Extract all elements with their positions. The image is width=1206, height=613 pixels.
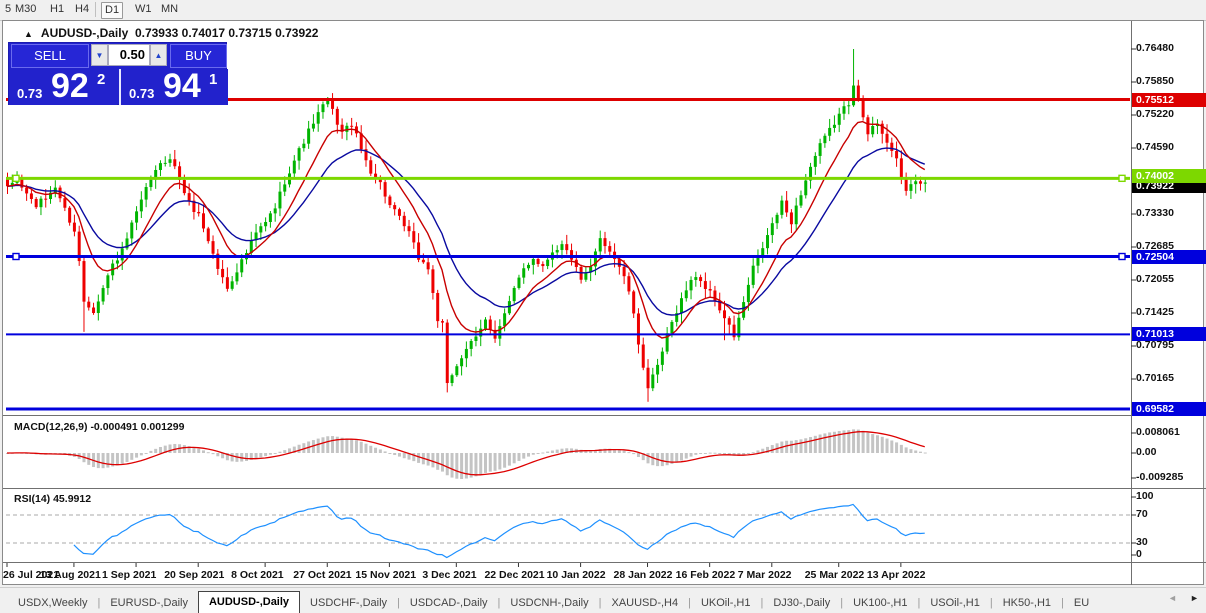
chart-tab-usdcnh-daily[interactable]: USDCNH-,Daily bbox=[510, 597, 589, 609]
sell-price-display[interactable]: 0.73 92 2 bbox=[9, 67, 117, 105]
sell-price-big: 92 bbox=[51, 67, 89, 105]
date-axis-label: 13 Apr 2022 bbox=[866, 569, 926, 581]
sell-button[interactable]: SELL bbox=[11, 44, 89, 68]
timeframe-button-h1[interactable]: H1 bbox=[50, 3, 65, 15]
date-axis-label: 10 Jan 2022 bbox=[546, 569, 606, 581]
tab-separator: | bbox=[688, 597, 691, 609]
volume-input[interactable]: 0.50 bbox=[108, 44, 150, 66]
chart-tab-hk50-h1[interactable]: HK50-,H1 bbox=[1002, 597, 1052, 609]
chart-tab-bar: USDX,Weekly | EURUSD-,Daily AUDUSD-,Daily US… bbox=[0, 587, 1206, 613]
chart-tab-usdcad-daily[interactable]: USDCAD-,Daily bbox=[409, 597, 488, 609]
chart-title: ▲ AUDUSD-,Daily 0.73933 0.74017 0.73715 0… bbox=[24, 26, 318, 40]
price-axis-tick: 0.72685 bbox=[1136, 240, 1174, 252]
tab-separator: | bbox=[989, 597, 993, 609]
price-axis-tick: 0.70795 bbox=[1136, 339, 1174, 351]
tab-separator: | bbox=[1061, 597, 1064, 609]
collapse-triangle-icon[interactable]: ▲ bbox=[24, 29, 33, 39]
macd-axis-tick: 0.00 bbox=[1136, 446, 1157, 458]
chart-tab-usdchf-daily[interactable]: USDCHF-,Daily bbox=[310, 597, 388, 609]
chart-tab-eurusd-daily[interactable]: EURUSD-,Daily bbox=[110, 597, 188, 609]
tab-scroll-right-icon[interactable]: ► bbox=[1190, 593, 1199, 603]
date-axis-label: 20 Sep 2021 bbox=[164, 569, 225, 581]
rsi-axis-tick: 100 bbox=[1136, 490, 1154, 502]
one-click-trade-panel: SELL ▼ 0.50 ▲ BUY 0.73 92 2 0.73 94 1 bbox=[8, 42, 228, 105]
volume-increase-button[interactable]: ▲ bbox=[150, 44, 167, 66]
rsi-axis-tick: 0 bbox=[1136, 548, 1142, 560]
chart-title-symbol: AUDUSD-,Daily bbox=[40, 26, 129, 40]
timeframe-button-mn[interactable]: MN bbox=[161, 3, 179, 15]
tab-separator: | bbox=[497, 597, 501, 609]
macd-axis-tick: -0.009285 bbox=[1136, 471, 1184, 483]
toolbar-separator bbox=[95, 2, 96, 17]
macd-label: MACD(12,26,9) -0.000491 0.001299 bbox=[14, 421, 185, 433]
chart-tab-eu[interactable]: EU bbox=[1073, 597, 1090, 609]
macd-axis-tick: 0.008061 bbox=[1136, 426, 1180, 438]
timeframe-button-h4[interactable]: H4 bbox=[75, 3, 90, 15]
trade-panel-top-row: SELL ▼ 0.50 ▲ BUY bbox=[9, 43, 227, 68]
chart-tab-ukoil-h1[interactable]: UKOil-,H1 bbox=[700, 597, 751, 609]
chart-tab-audusd-daily[interactable]: AUDUSD-,Daily bbox=[197, 591, 301, 613]
tab-separator: | bbox=[840, 597, 844, 609]
date-axis-label: 25 Mar 2022 bbox=[804, 569, 865, 581]
price-axis-tick: 0.76480 bbox=[1136, 42, 1174, 54]
chart-title-ohlc: 0.73933 0.74017 0.73715 0.73922 bbox=[134, 26, 319, 40]
price-level-badge: 0.72504 bbox=[1132, 250, 1206, 264]
price-axis-tick: 0.75850 bbox=[1136, 75, 1174, 87]
price-axis-tick: 0.74590 bbox=[1136, 141, 1174, 153]
price-axis-tick: 0.73330 bbox=[1136, 207, 1174, 219]
buy-button[interactable]: BUY bbox=[170, 44, 227, 68]
rsi-axis-tick: 70 bbox=[1136, 508, 1148, 520]
timeframe-button-w1[interactable]: W1 bbox=[135, 3, 152, 15]
date-axis-label: 27 Oct 2021 bbox=[293, 569, 352, 581]
price-level-badge: 0.74002 bbox=[1132, 169, 1206, 183]
date-axis-label: 3 Dec 2021 bbox=[422, 569, 477, 581]
timeframe-button-d1[interactable]: D1 bbox=[101, 2, 124, 19]
date-axis-label: 22 Dec 2021 bbox=[484, 569, 545, 581]
rsi-label: RSI(14) 45.9912 bbox=[14, 493, 92, 505]
rsi-axis-tick: 30 bbox=[1136, 536, 1148, 548]
buy-price-big: 94 bbox=[163, 67, 201, 105]
price-axis-tick: 0.72055 bbox=[1136, 273, 1174, 285]
price-axis-tick: 0.70165 bbox=[1136, 372, 1174, 384]
date-axis-label: 26 Jul 2021 bbox=[3, 569, 60, 581]
date-axis-label: 15 Nov 2021 bbox=[355, 569, 417, 581]
timeframe-toolbar: 5 M30 H1 H4 D1 W1 MN bbox=[0, 0, 1206, 21]
price-axis-tick: 0.75220 bbox=[1136, 108, 1174, 120]
price-level-badge: 0.75512 bbox=[1132, 93, 1206, 107]
date-axis-label: 7 Mar 2022 bbox=[737, 569, 792, 581]
date-axis-label: 1 Sep 2021 bbox=[102, 569, 157, 581]
chart-tab-xauusd-h4[interactable]: XAUUSD-,H4 bbox=[611, 597, 679, 609]
tab-separator: | bbox=[760, 597, 764, 609]
tab-scroll-left-icon[interactable]: ◄ bbox=[1168, 593, 1177, 603]
timeframe-button-5[interactable]: 5 bbox=[5, 3, 12, 15]
buy-price-small: 0.73 bbox=[129, 86, 155, 101]
tab-separator: | bbox=[917, 597, 921, 609]
tab-separator: | bbox=[397, 597, 400, 609]
date-axis-label: 8 Oct 2021 bbox=[231, 569, 284, 581]
date-axis-label: 16 Feb 2022 bbox=[675, 569, 736, 581]
date-axis-label: 13 Aug 2021 bbox=[39, 569, 101, 581]
chart-tab-uk100-h1[interactable]: UK100-,H1 bbox=[853, 597, 908, 609]
price-level-badge: 0.71013 bbox=[1132, 327, 1206, 341]
chart-tab-usdx-weekly[interactable]: USDX,Weekly bbox=[18, 597, 88, 609]
chart-tab-dj30-daily[interactable]: DJ30-,Daily bbox=[773, 597, 831, 609]
price-axis-tick: 0.71425 bbox=[1136, 306, 1174, 318]
price-level-badge: 0.69582 bbox=[1132, 402, 1206, 416]
sell-price-sup: 2 bbox=[97, 71, 106, 88]
timeframe-button-m30[interactable]: M30 bbox=[15, 3, 37, 15]
date-axis-label: 28 Jan 2022 bbox=[613, 569, 673, 581]
chart-tab-usoil-h1[interactable]: USOil-,H1 bbox=[930, 597, 980, 609]
volume-decrease-button[interactable]: ▼ bbox=[91, 44, 108, 66]
sell-price-small: 0.73 bbox=[17, 86, 43, 101]
tab-separator: | bbox=[598, 597, 602, 609]
tab-separator: | bbox=[97, 597, 101, 609]
buy-price-sup: 1 bbox=[209, 71, 218, 88]
buy-price-display[interactable]: 0.73 94 1 bbox=[119, 67, 228, 105]
